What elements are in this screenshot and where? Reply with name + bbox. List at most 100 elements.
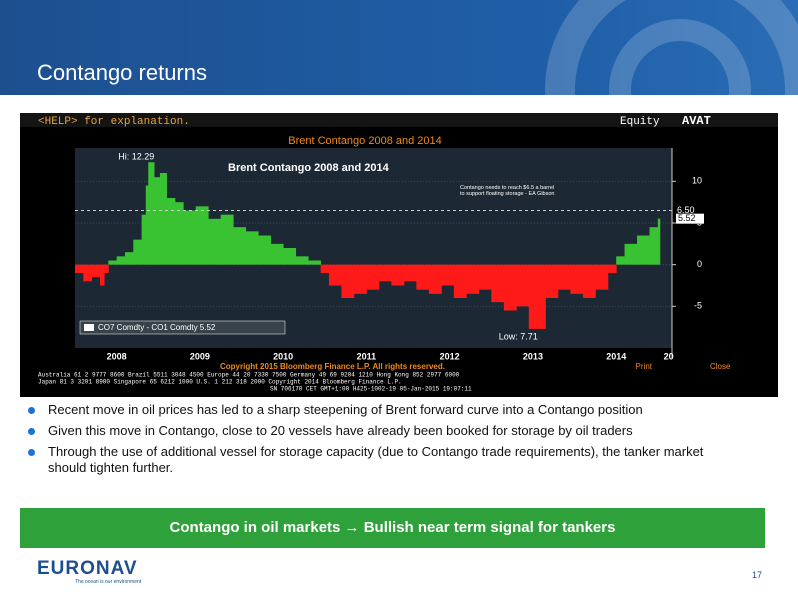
bar xyxy=(503,264,517,311)
bar xyxy=(616,256,625,265)
help-text: <HELP> for explanation. xyxy=(38,116,190,128)
bar xyxy=(607,264,617,273)
bar xyxy=(233,227,247,265)
footer-line: SN 706170 CET GMT+1:00 H425-1002-19 05-J… xyxy=(270,386,472,393)
bullet: Recent move in oil prices has led to a s… xyxy=(28,402,728,418)
y-tick-label: -5 xyxy=(694,301,702,311)
bar xyxy=(99,264,105,286)
logo: EURONAV xyxy=(37,558,138,579)
bullets: Recent move in oil prices has led to a s… xyxy=(28,402,728,481)
watermark xyxy=(545,0,798,95)
ticker: AVAT xyxy=(682,114,711,128)
page-number: 17 xyxy=(752,570,763,580)
last-marker-label: 5.52 xyxy=(678,213,696,223)
bar xyxy=(283,248,297,265)
bar xyxy=(657,218,661,265)
bullet: Through the use of additional vessel for… xyxy=(28,444,728,476)
bar xyxy=(270,243,284,265)
bar xyxy=(582,264,596,298)
bar xyxy=(403,264,417,282)
bar xyxy=(208,218,222,265)
bar xyxy=(528,264,546,329)
footer-line: Australia 61 2 9777 8600 Brazil 5511 304… xyxy=(38,372,460,379)
top-bar xyxy=(20,113,778,127)
note: Contango needs to reach $6.5 a barrel to… xyxy=(460,185,555,197)
bar xyxy=(258,235,272,265)
y-tick-label: 0 xyxy=(697,259,702,269)
bar xyxy=(75,264,84,273)
bar xyxy=(516,264,530,307)
chart-subtitle: Brent Contango 2008 and 2014 xyxy=(228,162,390,174)
legend-box xyxy=(79,320,286,335)
x-tick-label: 2014 xyxy=(606,351,626,361)
x-tick-label: 20 xyxy=(664,351,674,361)
bar xyxy=(466,264,480,294)
bar xyxy=(416,264,430,290)
x-tick-label: 2010 xyxy=(273,351,293,361)
bar xyxy=(353,264,367,294)
x-tick-label: 2009 xyxy=(190,351,210,361)
bar xyxy=(308,260,322,265)
bar xyxy=(174,202,184,265)
low-label: Low: 7.71 xyxy=(499,331,538,341)
bar xyxy=(378,264,392,282)
bar xyxy=(328,264,342,286)
bar xyxy=(104,264,109,273)
chart: <HELP> for explanation. Equity AVAT Bren… xyxy=(20,113,778,397)
bar xyxy=(441,264,455,286)
bar xyxy=(453,264,467,298)
bar xyxy=(649,227,659,265)
bar xyxy=(133,239,143,265)
bar xyxy=(141,214,147,265)
bar xyxy=(220,214,234,265)
bar xyxy=(245,231,259,265)
x-tick-label: 2011 xyxy=(357,351,377,361)
print-btn: Print xyxy=(636,362,653,371)
bar xyxy=(108,260,118,265)
bar xyxy=(570,264,584,294)
bar xyxy=(166,198,176,265)
bar xyxy=(557,264,571,290)
legend-label: CO7 Comdty - CO1 Comdty 5.52 xyxy=(98,323,216,332)
copyright: Copyright 2015 Bloomberg Finance L.P. Al… xyxy=(220,362,445,371)
bar xyxy=(154,177,161,265)
bar xyxy=(148,162,155,265)
x-tick-label: 2013 xyxy=(523,351,543,361)
bar xyxy=(366,264,380,290)
y-tick-label: 10 xyxy=(692,176,702,186)
chart-title: Brent Contango 2008 and 2014 xyxy=(288,135,442,147)
threshold-label: 6.50 xyxy=(677,205,695,215)
bar xyxy=(83,264,93,282)
slide-title: Contango returns xyxy=(37,60,207,85)
bar xyxy=(595,264,609,290)
equity-label: Equity xyxy=(620,116,660,128)
legend-swatch xyxy=(84,324,94,331)
bar xyxy=(545,264,559,298)
close-btn: Close xyxy=(710,362,731,371)
bar xyxy=(391,264,405,286)
tagline: The ocean is our environment xyxy=(75,579,142,585)
header: Contango returns xyxy=(0,0,798,95)
bar xyxy=(624,243,638,265)
x-tick-label: 2012 xyxy=(440,351,460,361)
bar xyxy=(91,264,101,278)
bar xyxy=(478,264,492,290)
high-label: Hi: 12.29 xyxy=(118,152,154,162)
bar xyxy=(428,264,442,294)
bar xyxy=(341,264,355,298)
bar xyxy=(116,256,126,265)
bullet: Given this move in Contango, close to 20… xyxy=(28,423,728,439)
bar xyxy=(295,256,309,265)
bar xyxy=(320,264,330,273)
note-box: Contango needs to reach $6.5 a barrel to… xyxy=(460,185,555,197)
bar xyxy=(183,210,197,265)
bar xyxy=(145,185,149,265)
bar xyxy=(124,252,134,265)
banner: Contango in oil markets → Bullish near t… xyxy=(20,508,765,548)
last-marker-box xyxy=(676,213,704,224)
x-tick-label: 2008 xyxy=(107,351,127,361)
bar xyxy=(491,264,505,303)
bar xyxy=(159,173,167,265)
bar xyxy=(195,206,209,265)
